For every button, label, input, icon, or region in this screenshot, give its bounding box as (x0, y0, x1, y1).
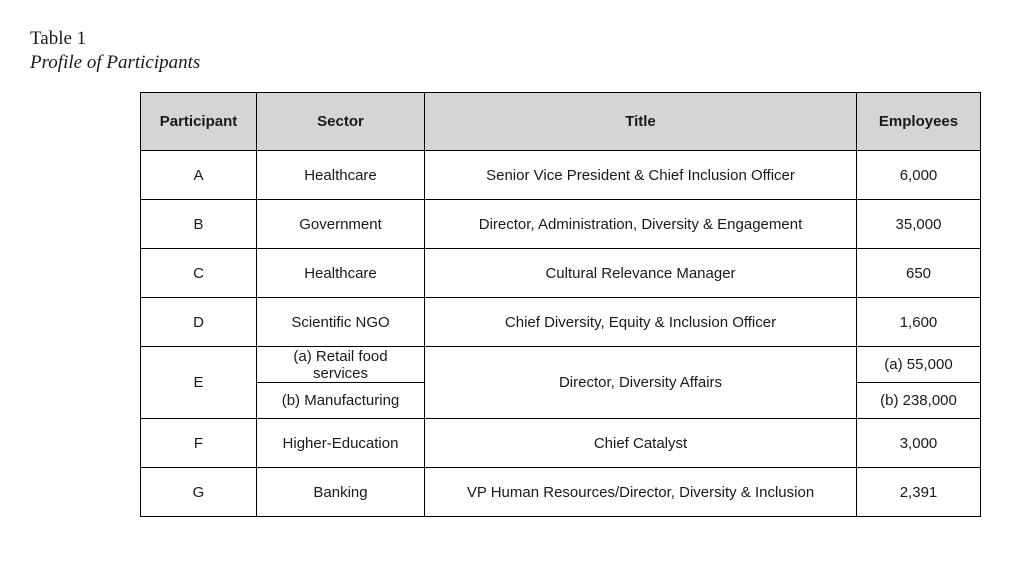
cell-title: Chief Diversity, Equity & Inclusion Offi… (425, 298, 857, 347)
cell-sector: Scientific NGO (257, 298, 425, 347)
cell-sector: Banking (257, 468, 425, 517)
table-row: E (a) Retail food services Director, Div… (141, 347, 981, 383)
cell-employees-b: (b) 238,000 (857, 383, 981, 419)
cell-title: VP Human Resources/Director, Diversity &… (425, 468, 857, 517)
table-caption-title: Profile of Participants (30, 52, 994, 74)
cell-participant: E (141, 347, 257, 419)
cell-title: Director, Diversity Affairs (425, 347, 857, 419)
cell-sector: Healthcare (257, 151, 425, 200)
participants-table: Participant Sector Title Employees A Hea… (140, 92, 981, 517)
cell-employees: 2,391 (857, 468, 981, 517)
cell-participant: A (141, 151, 257, 200)
cell-title: Chief Catalyst (425, 419, 857, 468)
cell-sector-b: (b) Manufacturing (257, 383, 425, 419)
col-header-title: Title (425, 93, 857, 151)
cell-sector: Government (257, 200, 425, 249)
cell-participant: D (141, 298, 257, 347)
table-row: C Healthcare Cultural Relevance Manager … (141, 249, 981, 298)
table-row: A Healthcare Senior Vice President & Chi… (141, 151, 981, 200)
cell-title: Senior Vice President & Chief Inclusion … (425, 151, 857, 200)
col-header-employees: Employees (857, 93, 981, 151)
table-row: G Banking VP Human Resources/Director, D… (141, 468, 981, 517)
cell-title: Director, Administration, Diversity & En… (425, 200, 857, 249)
table-header-row: Participant Sector Title Employees (141, 93, 981, 151)
table-row: B Government Director, Administration, D… (141, 200, 981, 249)
cell-employees: 650 (857, 249, 981, 298)
cell-participant: C (141, 249, 257, 298)
cell-participant: B (141, 200, 257, 249)
table-row: F Higher-Education Chief Catalyst 3,000 (141, 419, 981, 468)
cell-employees: 35,000 (857, 200, 981, 249)
cell-employees-a: (a) 55,000 (857, 347, 981, 383)
cell-employees: 6,000 (857, 151, 981, 200)
cell-participant: G (141, 468, 257, 517)
col-header-participant: Participant (141, 93, 257, 151)
table-container: Participant Sector Title Employees A Hea… (30, 92, 994, 517)
col-header-sector: Sector (257, 93, 425, 151)
cell-employees: 1,600 (857, 298, 981, 347)
cell-sector: Healthcare (257, 249, 425, 298)
cell-title: Cultural Relevance Manager (425, 249, 857, 298)
cell-employees: 3,000 (857, 419, 981, 468)
cell-participant: F (141, 419, 257, 468)
cell-sector: Higher-Education (257, 419, 425, 468)
table-row: D Scientific NGO Chief Diversity, Equity… (141, 298, 981, 347)
cell-sector-a: (a) Retail food services (257, 347, 425, 383)
table-caption-number: Table 1 (30, 28, 994, 50)
